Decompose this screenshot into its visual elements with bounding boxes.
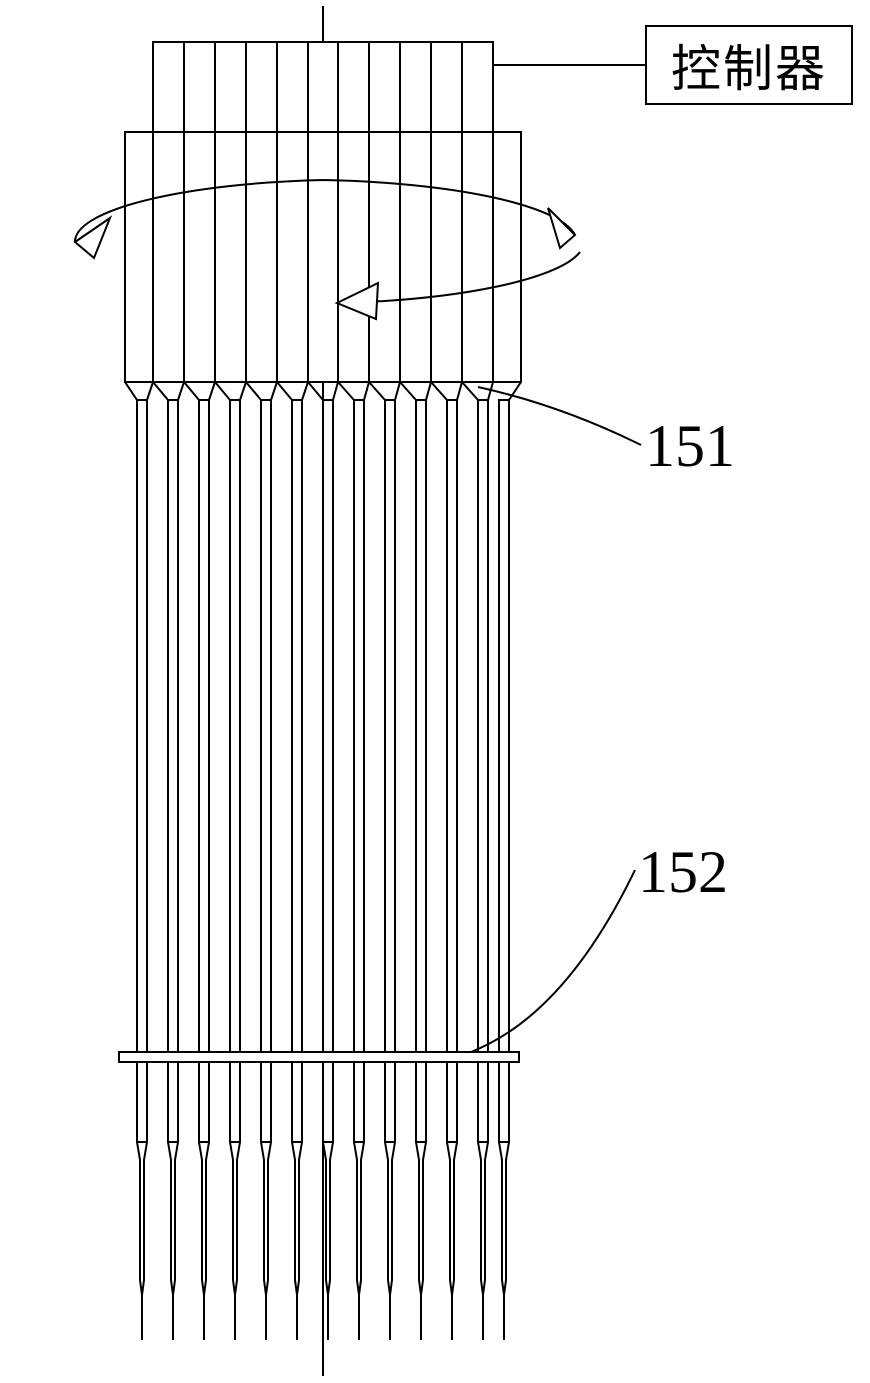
plate [119,1052,519,1062]
top-block [153,42,493,132]
label-151: 151 [645,412,735,481]
middle-rods [137,400,509,1052]
label-152: 152 [638,838,728,907]
controller-box: 控制器 [645,25,853,105]
mechanical-diagram [0,0,870,1383]
controller-label: 控制器 [671,29,827,101]
cylinder-block [125,132,521,382]
leader-152 [471,870,635,1052]
